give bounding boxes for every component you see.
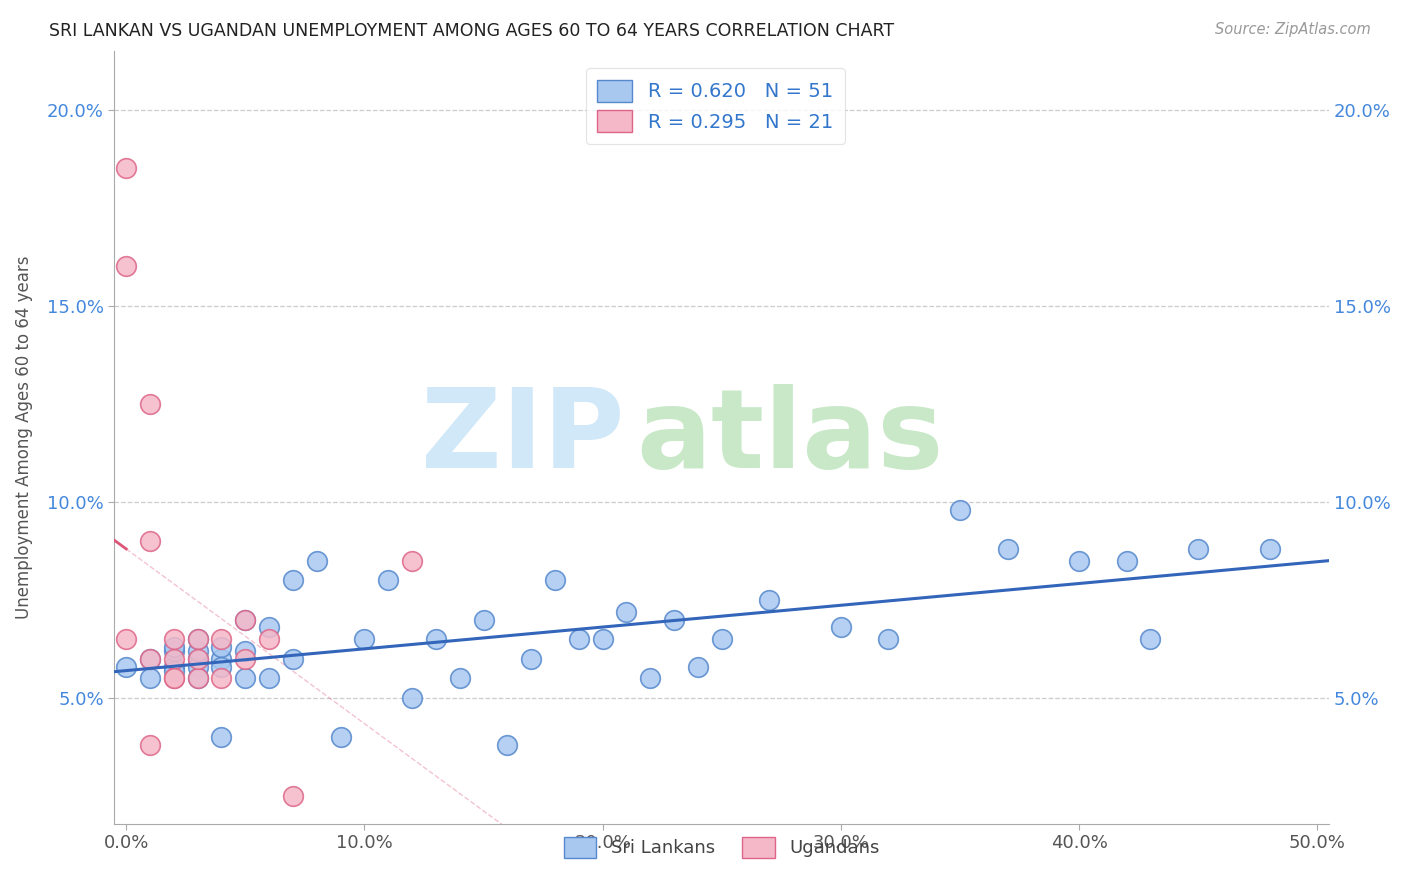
- Point: [163, 640, 186, 654]
- Point: [233, 672, 256, 686]
- Point: [568, 632, 591, 647]
- Point: [1115, 554, 1137, 568]
- Point: [187, 644, 209, 658]
- Point: [139, 397, 162, 411]
- Point: [758, 593, 780, 607]
- Point: [544, 574, 567, 588]
- Point: [472, 613, 495, 627]
- Point: [115, 161, 138, 176]
- Point: [233, 644, 256, 658]
- Point: [592, 632, 614, 647]
- Point: [139, 738, 162, 752]
- Point: [211, 640, 233, 654]
- Point: [616, 605, 638, 619]
- Point: [187, 632, 209, 647]
- Point: [830, 620, 852, 634]
- Point: [211, 672, 233, 686]
- Point: [187, 652, 209, 666]
- Point: [401, 554, 423, 568]
- Point: [163, 632, 186, 647]
- Point: [139, 672, 162, 686]
- Point: [520, 652, 543, 666]
- Point: [377, 574, 399, 588]
- Point: [187, 672, 209, 686]
- Point: [449, 672, 471, 686]
- Point: [163, 664, 186, 678]
- Point: [163, 644, 186, 658]
- Point: [281, 789, 304, 803]
- Point: [662, 613, 685, 627]
- Point: [211, 632, 233, 647]
- Point: [211, 730, 233, 744]
- Point: [163, 672, 186, 686]
- Point: [163, 659, 186, 673]
- Text: Source: ZipAtlas.com: Source: ZipAtlas.com: [1215, 22, 1371, 37]
- Point: [187, 672, 209, 686]
- Point: [163, 652, 186, 666]
- Point: [997, 541, 1019, 556]
- Point: [233, 613, 256, 627]
- Point: [638, 672, 661, 686]
- Point: [949, 502, 972, 516]
- Point: [1258, 541, 1281, 556]
- Point: [233, 652, 256, 666]
- Point: [1187, 541, 1209, 556]
- Y-axis label: Unemployment Among Ages 60 to 64 years: Unemployment Among Ages 60 to 64 years: [15, 255, 32, 619]
- Point: [115, 659, 138, 673]
- Point: [425, 632, 447, 647]
- Text: atlas: atlas: [637, 384, 943, 491]
- Point: [211, 652, 233, 666]
- Point: [139, 652, 162, 666]
- Point: [257, 620, 280, 634]
- Point: [877, 632, 900, 647]
- Point: [187, 632, 209, 647]
- Point: [187, 659, 209, 673]
- Point: [233, 613, 256, 627]
- Point: [163, 672, 186, 686]
- Point: [281, 574, 304, 588]
- Legend: Sri Lankans, Ugandans: Sri Lankans, Ugandans: [557, 830, 887, 864]
- Point: [329, 730, 352, 744]
- Point: [1139, 632, 1161, 647]
- Point: [257, 672, 280, 686]
- Point: [710, 632, 733, 647]
- Point: [281, 652, 304, 666]
- Point: [401, 691, 423, 706]
- Point: [686, 659, 709, 673]
- Text: SRI LANKAN VS UGANDAN UNEMPLOYMENT AMONG AGES 60 TO 64 YEARS CORRELATION CHART: SRI LANKAN VS UGANDAN UNEMPLOYMENT AMONG…: [49, 22, 894, 40]
- Point: [496, 738, 519, 752]
- Point: [353, 632, 375, 647]
- Point: [139, 534, 162, 549]
- Point: [257, 632, 280, 647]
- Point: [115, 632, 138, 647]
- Point: [139, 652, 162, 666]
- Point: [1067, 554, 1090, 568]
- Text: ZIP: ZIP: [422, 384, 624, 491]
- Point: [305, 554, 328, 568]
- Point: [115, 260, 138, 274]
- Point: [187, 652, 209, 666]
- Point: [211, 659, 233, 673]
